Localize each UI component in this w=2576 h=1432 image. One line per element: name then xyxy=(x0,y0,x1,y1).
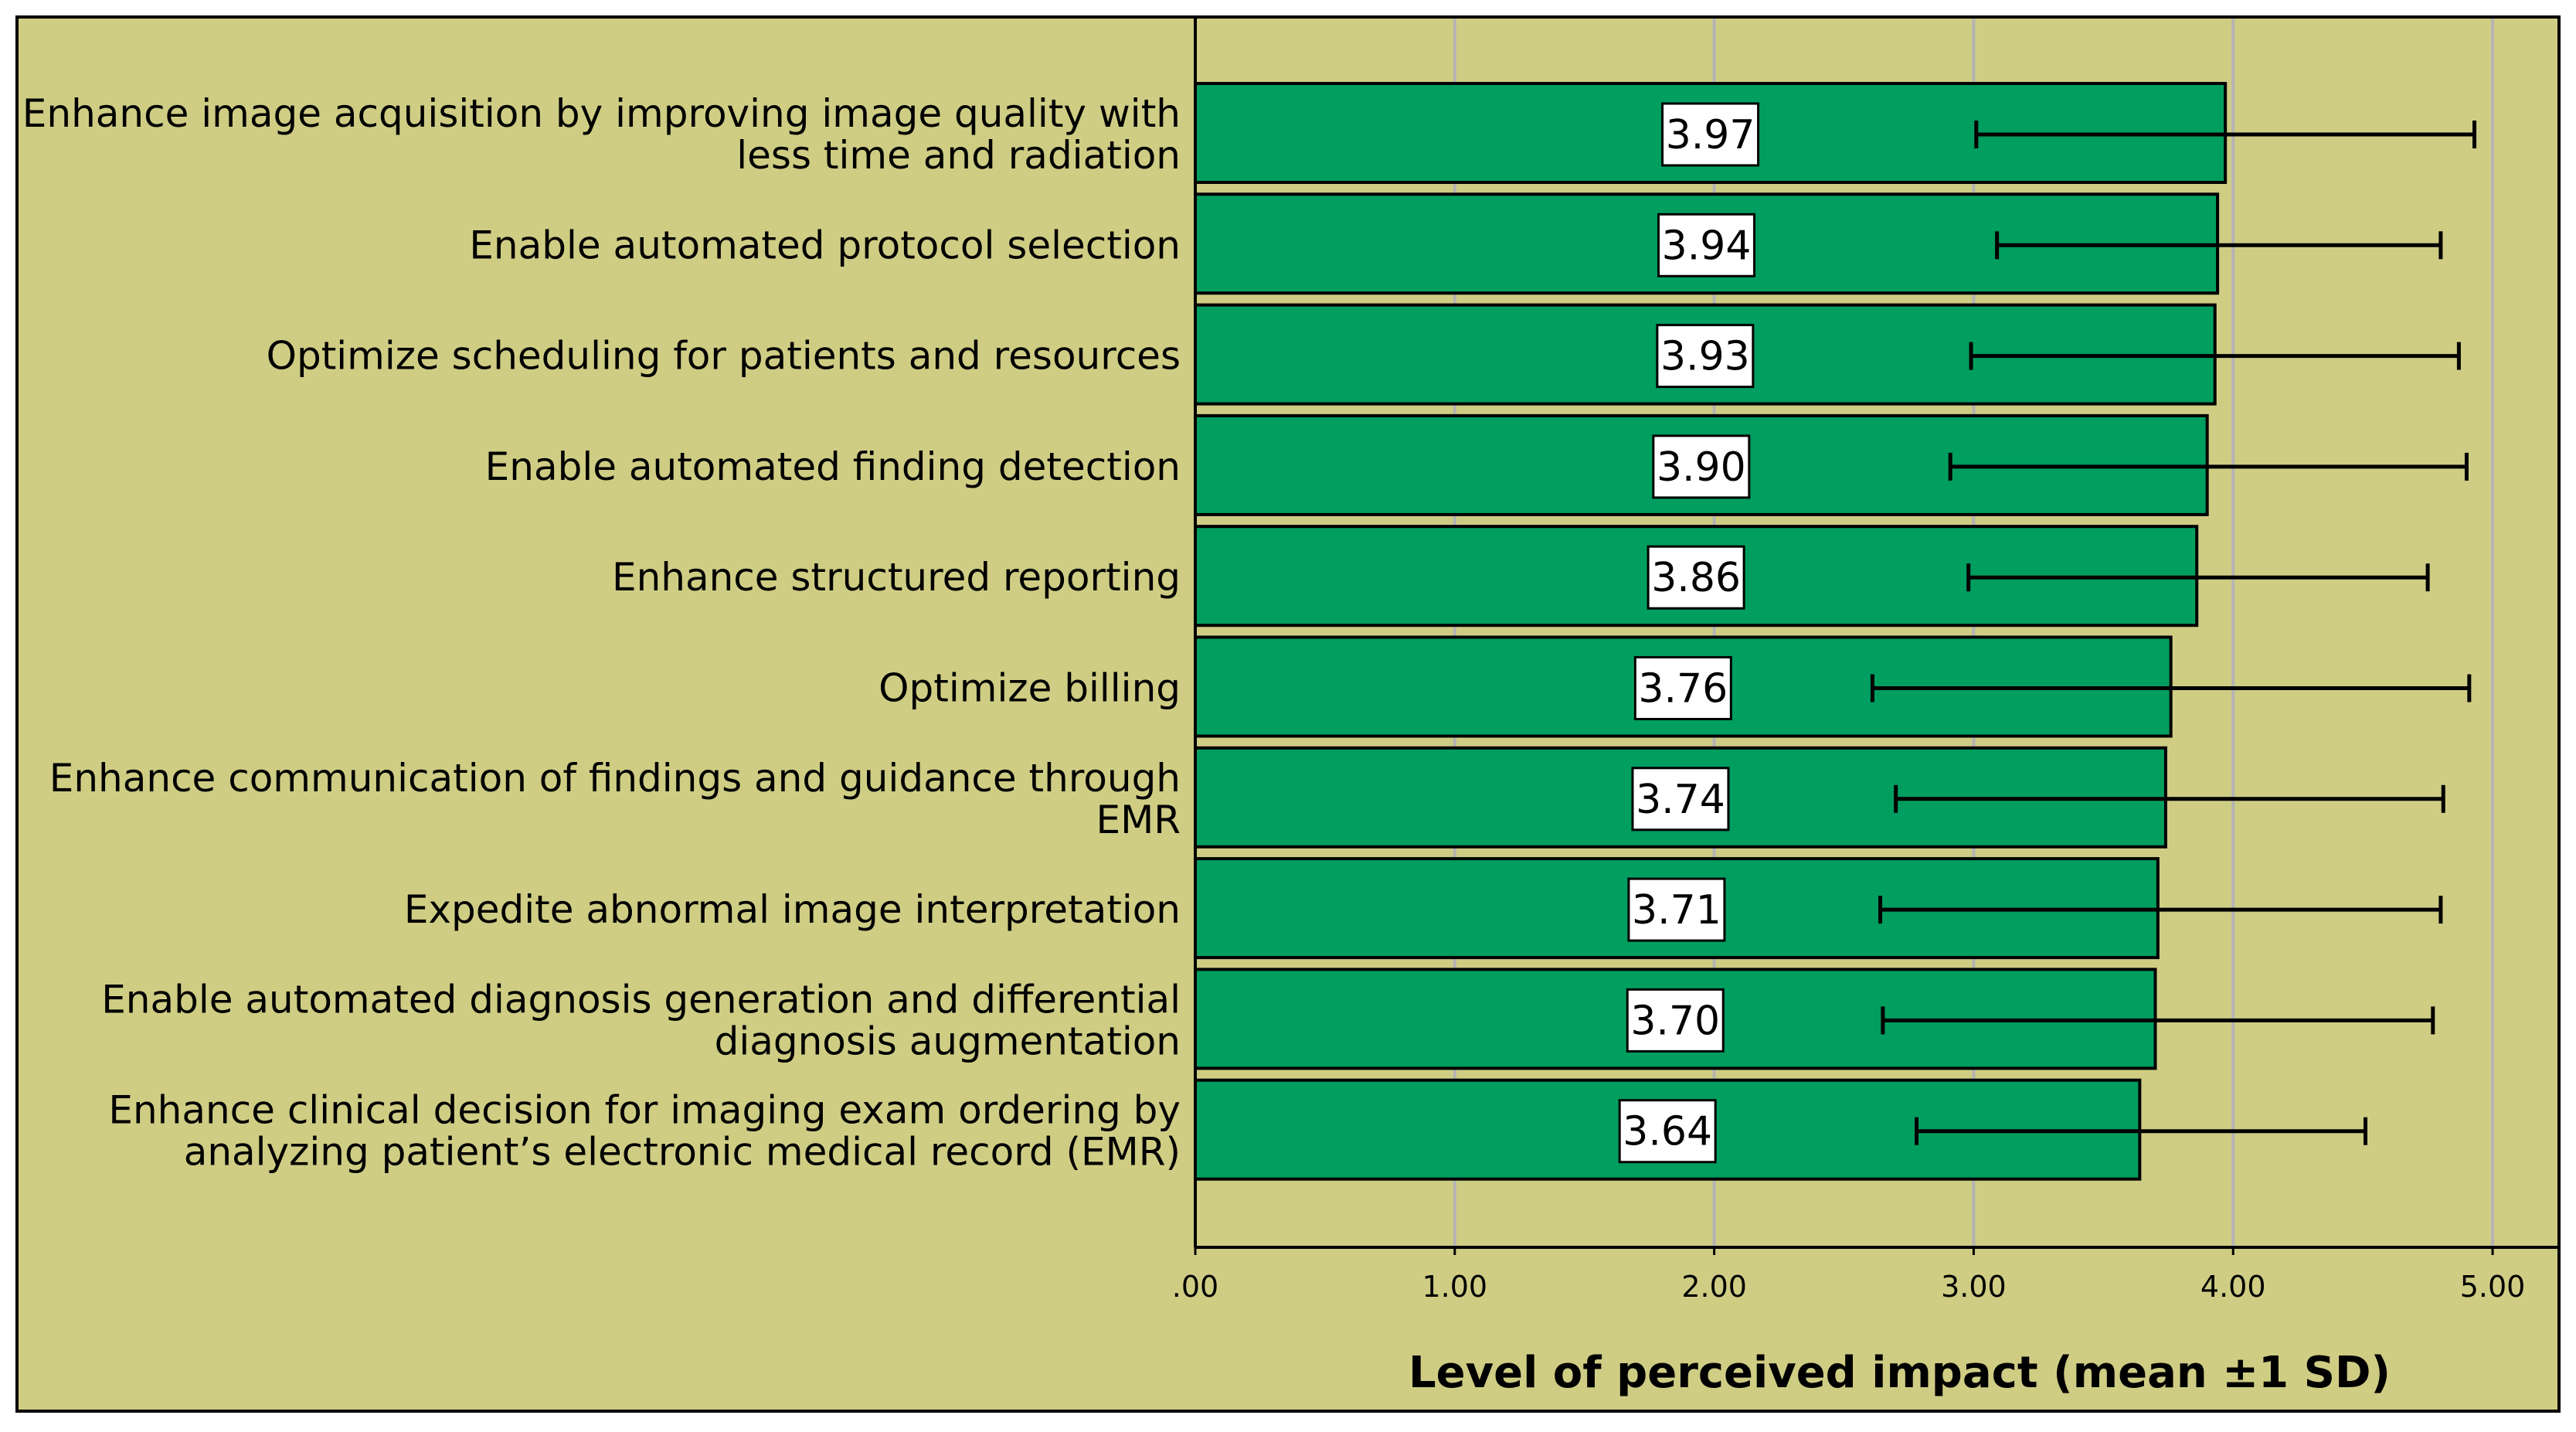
category-label-8-line-0: Enable automated diagnosis generation an… xyxy=(101,977,1181,1022)
value-label-box-2 xyxy=(1656,324,1755,389)
error-bar-2 xyxy=(1969,342,2461,370)
x-tick-label-5: 5.00 xyxy=(2460,1270,2526,1304)
error-bar-4 xyxy=(1966,563,2430,592)
error-bars xyxy=(1870,121,2477,1145)
category-label-0: Enhance image acquisition by improving i… xyxy=(22,91,1181,178)
x-axis: .00 1.00 2.00 3.00 4.00 5.00 xyxy=(1172,17,2557,1304)
category-label-0-line-1: less time and radiation xyxy=(736,133,1181,178)
x-tick-label-4: 4.00 xyxy=(2200,1270,2266,1304)
error-bar-6 xyxy=(1894,784,2445,813)
value-label-box-3 xyxy=(1652,434,1751,499)
category-label-5: Optimize billing xyxy=(878,666,1181,711)
category-label-3-line-0: Enable automated finding detection xyxy=(485,444,1181,489)
error-bar-1 xyxy=(1995,231,2443,260)
x-tick-label-0: .00 xyxy=(1172,1270,1218,1304)
category-label-6-line-1: EMR xyxy=(1096,798,1181,842)
value-label-box-1 xyxy=(1657,213,1756,277)
value-label-text-8: 3.70 xyxy=(1630,998,1720,1044)
value-label-8: 3.70 xyxy=(1626,988,1725,1053)
category-label-1: Enable automated protocol selection xyxy=(469,223,1181,267)
value-label-text-4: 3.86 xyxy=(1651,555,1741,601)
value-label-text-3: 3.90 xyxy=(1657,444,1746,491)
value-label-5: 3.76 xyxy=(1633,656,1732,720)
error-bar-5 xyxy=(1870,674,2472,702)
category-label-7-line-0: Expedite abnormal image interpretation xyxy=(404,887,1181,932)
value-label-text-7: 3.71 xyxy=(1632,887,1721,934)
category-label-0-line-0: Enhance image acquisition by improving i… xyxy=(22,91,1181,136)
category-label-4-line-0: Enhance structured reporting xyxy=(612,555,1181,600)
category-label-4: Enhance structured reporting xyxy=(612,555,1181,600)
value-label-box-7 xyxy=(1627,877,1726,942)
category-label-8: Enable automated diagnosis generation an… xyxy=(101,977,1181,1063)
value-label-box-0 xyxy=(1661,102,1760,167)
value-label-text-5: 3.76 xyxy=(1638,666,1728,713)
value-label-3: 3.90 xyxy=(1652,434,1751,499)
x-tick-label-3: 3.00 xyxy=(1941,1270,2007,1304)
error-bar-0 xyxy=(1974,121,2477,148)
value-label-2: 3.93 xyxy=(1656,324,1755,389)
value-label-box-9 xyxy=(1618,1099,1717,1164)
category-labels: Enhance image acquisition by improving i… xyxy=(22,91,1181,1175)
value-label-text-2: 3.93 xyxy=(1660,334,1750,380)
category-label-7: Expedite abnormal image interpretation xyxy=(404,887,1181,932)
value-label-0: 3.97 xyxy=(1661,102,1760,167)
category-label-5-line-0: Optimize billing xyxy=(878,666,1181,711)
value-label-7: 3.71 xyxy=(1627,877,1726,942)
value-label-box-4 xyxy=(1647,545,1745,610)
error-bar-9 xyxy=(1915,1117,2368,1145)
value-label-9: 3.64 xyxy=(1618,1099,1717,1164)
value-label-6: 3.74 xyxy=(1631,767,1730,832)
value-label-box-5 xyxy=(1633,656,1732,720)
category-label-6-line-0: Enhance communication of findings and gu… xyxy=(49,756,1181,801)
x-axis-title: Level of perceived impact (mean ±1 SD) xyxy=(1409,1348,2391,1398)
error-bar-8 xyxy=(1881,1006,2435,1035)
category-label-1-line-0: Enable automated protocol selection xyxy=(469,223,1181,267)
value-label-box-6 xyxy=(1631,767,1730,832)
category-label-3: Enable automated finding detection xyxy=(485,444,1181,489)
value-labels: 3.97 3.94 3.93 3.90 3.86 3.76 3.74 3.71 3.70 3.64 xyxy=(1618,102,1760,1164)
value-label-text-6: 3.74 xyxy=(1636,777,1725,823)
category-label-2-line-0: Optimize scheduling for patients and res… xyxy=(267,334,1181,379)
category-label-9: Enhance clinical decision for imaging ex… xyxy=(108,1088,1181,1175)
value-label-box-8 xyxy=(1626,988,1725,1053)
category-label-6: Enhance communication of findings and gu… xyxy=(49,756,1181,842)
x-tick-label-2: 2.00 xyxy=(1681,1270,1747,1304)
category-label-8-line-1: diagnosis augmentation xyxy=(715,1019,1181,1063)
value-label-text-0: 3.97 xyxy=(1666,112,1755,158)
x-tick-label-1: 1.00 xyxy=(1422,1270,1488,1304)
value-label-4: 3.86 xyxy=(1647,545,1745,610)
category-label-9-line-0: Enhance clinical decision for imaging ex… xyxy=(108,1088,1181,1133)
value-label-text-1: 3.94 xyxy=(1662,223,1752,269)
error-bar-7 xyxy=(1878,896,2443,924)
value-label-text-9: 3.64 xyxy=(1623,1109,1712,1155)
error-bar-3 xyxy=(1948,452,2469,481)
category-label-2: Optimize scheduling for patients and res… xyxy=(267,334,1181,379)
value-label-1: 3.94 xyxy=(1657,213,1756,277)
category-label-9-line-1: analyzing patient’s electronic medical r… xyxy=(184,1130,1181,1175)
